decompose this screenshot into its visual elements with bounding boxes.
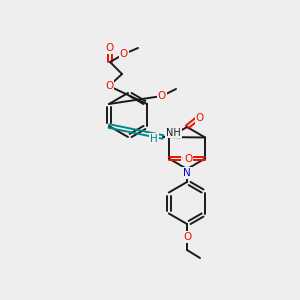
Text: O: O: [120, 49, 128, 59]
Text: O: O: [196, 113, 204, 123]
Text: O: O: [182, 154, 190, 164]
Text: O: O: [158, 91, 166, 101]
Text: H: H: [150, 134, 158, 144]
Text: O: O: [184, 154, 192, 164]
Text: N: N: [183, 168, 191, 178]
Text: NH: NH: [167, 128, 181, 137]
Text: O: O: [105, 81, 113, 91]
Text: O: O: [183, 232, 191, 242]
Text: O: O: [106, 43, 114, 53]
